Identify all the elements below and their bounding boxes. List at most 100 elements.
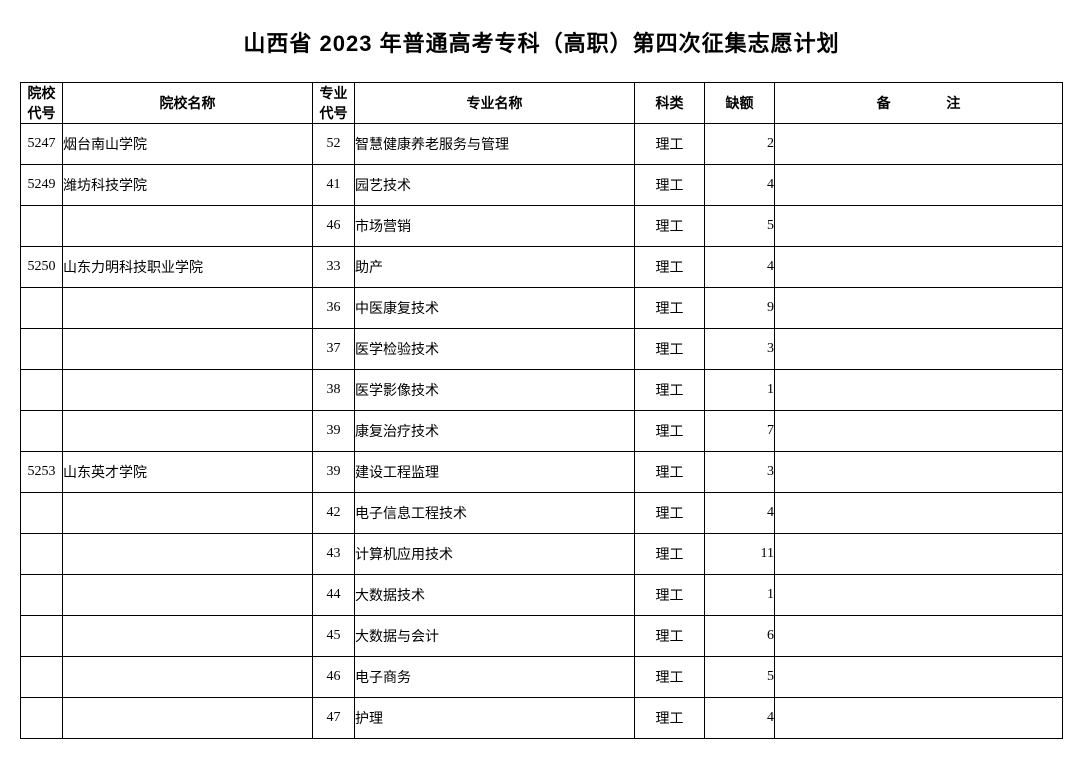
cell-note [775, 206, 1063, 247]
cell-vacancy: 3 [705, 329, 775, 370]
cell-vacancy: 5 [705, 657, 775, 698]
cell-major-code: 45 [313, 616, 355, 657]
cell-major-name: 中医康复技术 [355, 288, 635, 329]
cell-major-code: 39 [313, 452, 355, 493]
cell-vacancy: 2 [705, 124, 775, 165]
cell-note [775, 329, 1063, 370]
cell-note [775, 534, 1063, 575]
cell-major-name: 电子商务 [355, 657, 635, 698]
cell-major-name: 园艺技术 [355, 165, 635, 206]
cell-school-name [63, 329, 313, 370]
cell-school-code: 5247 [21, 124, 63, 165]
cell-vacancy: 1 [705, 575, 775, 616]
cell-school-name: 烟台南山学院 [63, 124, 313, 165]
hdr-school-name: 院校名称 [63, 83, 313, 124]
cell-category: 理工 [635, 575, 705, 616]
table-row: 38医学影像技术理工1 [21, 370, 1063, 411]
cell-school-name [63, 575, 313, 616]
cell-major-name: 市场营销 [355, 206, 635, 247]
cell-note [775, 575, 1063, 616]
table-row: 42电子信息工程技术理工4 [21, 493, 1063, 534]
table-row: 5250山东力明科技职业学院33助产理工4 [21, 247, 1063, 288]
cell-category: 理工 [635, 452, 705, 493]
cell-note [775, 288, 1063, 329]
cell-school-name [63, 657, 313, 698]
cell-major-code: 39 [313, 411, 355, 452]
cell-major-name: 电子信息工程技术 [355, 493, 635, 534]
cell-school-name [63, 370, 313, 411]
table-header-row: 院校代号 院校名称 专业代号 专业名称 科类 缺额 备 注 [21, 83, 1063, 124]
page-title: 山西省 2023 年普通高考专科（高职）第四次征集志愿计划 [20, 26, 1063, 58]
hdr-note: 备 注 [775, 83, 1063, 124]
cell-note [775, 247, 1063, 288]
cell-category: 理工 [635, 165, 705, 206]
cell-vacancy: 9 [705, 288, 775, 329]
cell-vacancy: 4 [705, 493, 775, 534]
cell-major-name: 大数据与会计 [355, 616, 635, 657]
cell-school-code [21, 534, 63, 575]
hdr-note-b: 注 [946, 95, 960, 111]
cell-category: 理工 [635, 698, 705, 739]
cell-school-code [21, 493, 63, 534]
cell-school-code: 5250 [21, 247, 63, 288]
cell-note [775, 616, 1063, 657]
cell-vacancy: 4 [705, 698, 775, 739]
cell-school-name: 潍坊科技学院 [63, 165, 313, 206]
cell-major-name: 护理 [355, 698, 635, 739]
table-row: 36中医康复技术理工9 [21, 288, 1063, 329]
cell-note [775, 493, 1063, 534]
cell-category: 理工 [635, 370, 705, 411]
cell-major-code: 37 [313, 329, 355, 370]
cell-major-code: 46 [313, 657, 355, 698]
cell-major-name: 建设工程监理 [355, 452, 635, 493]
cell-school-code [21, 616, 63, 657]
cell-vacancy: 5 [705, 206, 775, 247]
cell-category: 理工 [635, 329, 705, 370]
cell-major-code: 44 [313, 575, 355, 616]
cell-school-name [63, 288, 313, 329]
cell-school-code: 5249 [21, 165, 63, 206]
cell-major-code: 41 [313, 165, 355, 206]
cell-category: 理工 [635, 493, 705, 534]
cell-school-code [21, 411, 63, 452]
cell-category: 理工 [635, 206, 705, 247]
hdr-note-a: 备 [877, 95, 891, 111]
cell-major-name: 计算机应用技术 [355, 534, 635, 575]
hdr-school-code: 院校代号 [21, 83, 63, 124]
table-row: 46市场营销理工5 [21, 206, 1063, 247]
cell-school-name: 山东英才学院 [63, 452, 313, 493]
cell-note [775, 370, 1063, 411]
cell-school-name [63, 206, 313, 247]
table-row: 47护理理工4 [21, 698, 1063, 739]
cell-major-name: 康复治疗技术 [355, 411, 635, 452]
cell-category: 理工 [635, 534, 705, 575]
table-body: 5247烟台南山学院52智慧健康养老服务与管理理工25249潍坊科技学院41园艺… [21, 124, 1063, 739]
table-row: 45大数据与会计理工6 [21, 616, 1063, 657]
hdr-category: 科类 [635, 83, 705, 124]
table-row: 5249潍坊科技学院41园艺技术理工4 [21, 165, 1063, 206]
cell-major-code: 46 [313, 206, 355, 247]
cell-major-code: 36 [313, 288, 355, 329]
hdr-major-code: 专业代号 [313, 83, 355, 124]
cell-school-name: 山东力明科技职业学院 [63, 247, 313, 288]
cell-school-code [21, 370, 63, 411]
cell-school-code [21, 657, 63, 698]
cell-vacancy: 3 [705, 452, 775, 493]
cell-category: 理工 [635, 247, 705, 288]
cell-vacancy: 4 [705, 165, 775, 206]
cell-vacancy: 4 [705, 247, 775, 288]
cell-school-code [21, 288, 63, 329]
table-row: 46电子商务理工5 [21, 657, 1063, 698]
table-row: 5253山东英才学院39建设工程监理理工3 [21, 452, 1063, 493]
cell-school-code [21, 206, 63, 247]
cell-major-code: 52 [313, 124, 355, 165]
cell-major-name: 助产 [355, 247, 635, 288]
cell-vacancy: 7 [705, 411, 775, 452]
table-row: 44大数据技术理工1 [21, 575, 1063, 616]
cell-note [775, 411, 1063, 452]
cell-major-code: 33 [313, 247, 355, 288]
cell-note [775, 452, 1063, 493]
cell-major-name: 医学检验技术 [355, 329, 635, 370]
cell-school-code [21, 575, 63, 616]
cell-category: 理工 [635, 288, 705, 329]
